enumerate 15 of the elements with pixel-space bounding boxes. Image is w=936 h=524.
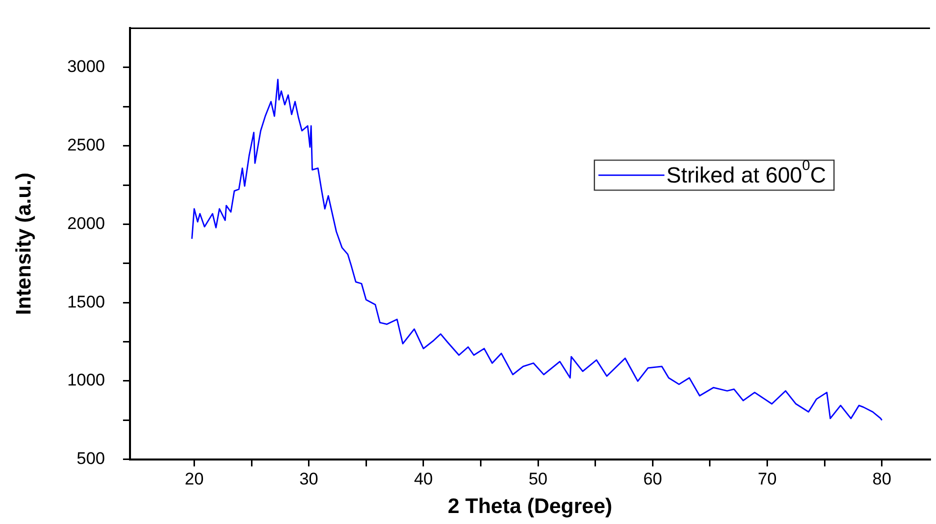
y-tick-label: 3000 (67, 57, 106, 76)
x-tick-label: 70 (758, 469, 777, 488)
x-tick-label: 30 (299, 469, 318, 488)
y-axis-title: Intensity (a.u.) (12, 172, 36, 315)
x-tick-label: 20 (184, 469, 204, 488)
y-tick-label: 500 (76, 449, 106, 468)
x-tick-label: 40 (414, 469, 433, 488)
y-tick-label: 2000 (67, 214, 106, 233)
x-axis-title: 2 Theta (Degree) (448, 495, 612, 518)
y-tick-label: 1500 (67, 292, 106, 312)
x-tick-label: 60 (643, 469, 662, 488)
y-tick-label: 1000 (67, 370, 106, 390)
x-tick-label: 80 (872, 469, 892, 488)
y-tick-label: 2500 (67, 135, 106, 154)
x-tick-label: 50 (528, 469, 548, 488)
